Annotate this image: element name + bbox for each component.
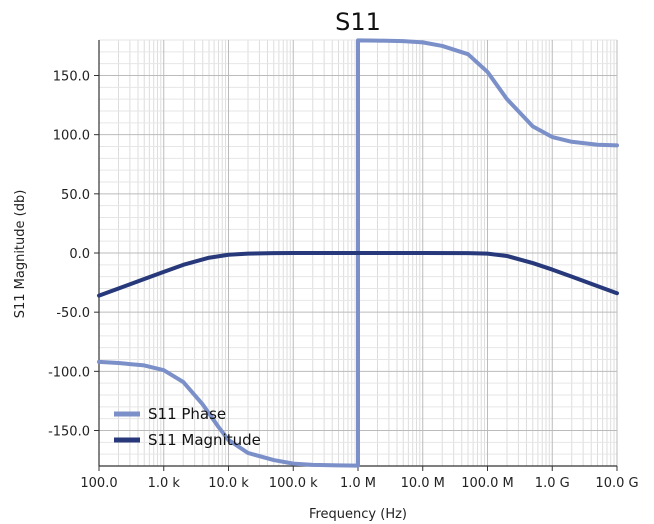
x-tick-label: 100.0 k [269, 476, 318, 491]
x-axis-label: Frequency (Hz) [309, 507, 407, 522]
y-tick-label: 0.0 [69, 247, 90, 262]
y-tick-label: 50.0 [61, 188, 90, 203]
y-tick-label: -100.0 [48, 365, 90, 380]
x-tick-label: 100.0 M [461, 476, 514, 491]
x-tick-labels: 100.0 1.0 k 10.0 k 100.0 k 1.0 M 10.0 M 100.0 … [80, 476, 638, 491]
legend-label-magnitude: S11 Magnitude [148, 431, 261, 449]
y-tick-label: 150.0 [53, 70, 90, 85]
x-tick-label: 1.0 M [340, 476, 376, 491]
x-tick-label: 10.0 k [208, 476, 249, 491]
legend: S11 Phase S11 Magnitude [114, 405, 261, 449]
series-layer [97, 38, 619, 468]
x-tick-label: 10.0 G [595, 476, 638, 491]
y-tick-label: 100.0 [53, 129, 90, 144]
chart-title: S11 [335, 8, 381, 36]
x-tick-label: 100.0 [80, 476, 117, 491]
legend-label-phase: S11 Phase [148, 405, 226, 423]
magnitude-series-line [97, 251, 619, 298]
y-tick-label: -50.0 [56, 306, 90, 321]
x-tick-label: 1.0 k [148, 476, 181, 491]
x-tick-label: 1.0 G [535, 476, 570, 491]
x-tick-label: 10.0 M [401, 476, 445, 491]
phase-series-line [97, 38, 619, 468]
y-tick-labels: -150.0 -100.0 -50.0 0.0 50.0 100.0 150.0 [48, 70, 90, 440]
y-tick-label: -150.0 [48, 425, 90, 440]
y-axis-label: S11 Magnitude (db) [13, 190, 28, 319]
